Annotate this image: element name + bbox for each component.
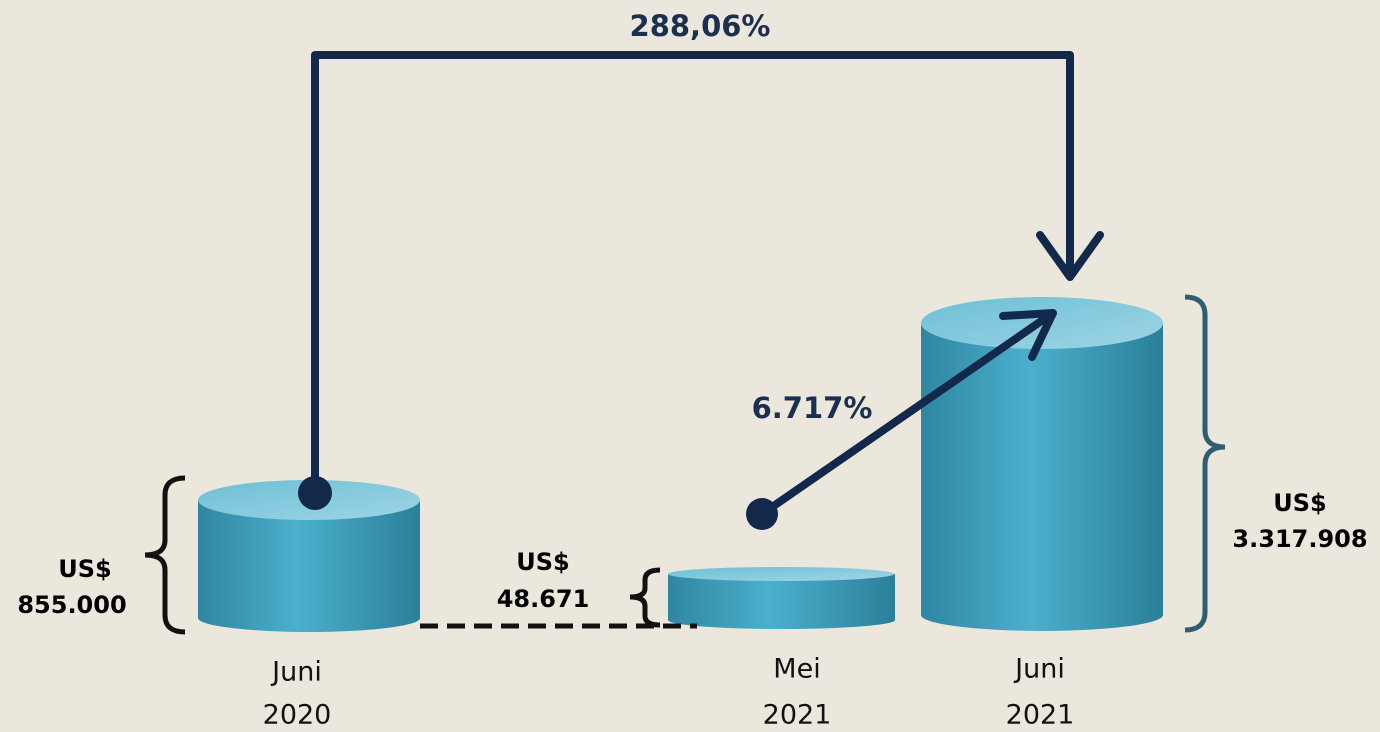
brace [144,475,186,635]
period-label: 2021 [1006,700,1075,731]
brace [629,567,661,628]
period-label: 2020 [263,700,332,731]
value-label: 48.671 [497,585,590,613]
arrow [758,309,1057,518]
cylinder [668,567,895,630]
brace [1184,294,1226,633]
value-label: US$ [1273,489,1326,517]
change-label: 6.717% [752,391,873,425]
arrow [311,51,1104,497]
value-label: US$ [516,548,569,576]
arrow-dot [298,476,332,510]
value-label: 3.317.908 [1232,525,1367,553]
period-label: Mei [773,654,820,685]
period-label: Juni [270,657,322,688]
cylinder [921,297,1163,631]
cylinder [198,480,420,632]
value-label: US$ [58,555,111,583]
change-label: 288,06% [630,9,771,43]
value-label: 855.000 [17,591,126,619]
period-label: Juni [1013,654,1065,685]
period-label: 2021 [763,700,832,731]
arrow-dot [746,498,778,530]
